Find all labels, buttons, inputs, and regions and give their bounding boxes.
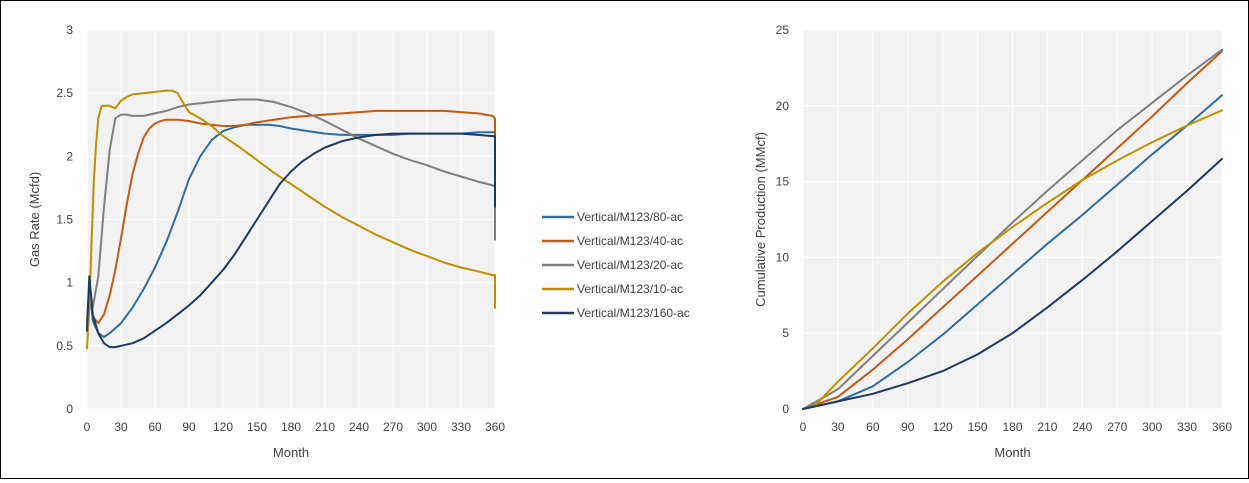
y-tick-label: 10 [776,250,790,264]
x-tick-label: 150 [247,420,267,434]
x-tick-label: 210 [315,420,335,434]
y-tick-label: 0.5 [56,339,73,353]
x-tick-label: 120 [933,420,953,434]
x-tick-label: 180 [281,420,301,434]
x-tick-label: 270 [1107,420,1127,434]
gas-rate-chart: 0 30 60 90 120 150 180 210 240 270 300 330 360 0 0.5 1 1… [27,23,505,460]
x-tick-label: 0 [800,420,807,434]
y-tick-label: 0 [66,402,73,416]
x-tick-label: 30 [831,420,845,434]
y-axis-title: Cumulative Production (MMcf) [753,132,768,307]
x-tick-label: 150 [968,420,988,434]
x-tick-label: 210 [1037,420,1057,434]
y-tick-label: 2 [66,149,73,163]
legend-label: Vertical/M123/20-ac [577,258,683,272]
x-tick-label: 270 [383,420,403,434]
y-tick-label: 20 [776,99,790,113]
x-tick-label: 180 [1002,420,1022,434]
x-tick-label: 360 [485,420,505,434]
x-tick-label: 60 [866,420,880,434]
cumulative-production-chart: 0 30 60 90 120 150 180 210 240 270 300 330 360 0 5 10 15… [753,23,1232,460]
legend-label: Vertical/M123/160-ac [577,306,690,320]
x-tick-label: 60 [148,420,162,434]
legend-label: Vertical/M123/80-ac [577,210,683,224]
x-axis-title: Month [273,445,309,460]
x-tick-label: 0 [84,420,91,434]
legend-label: Vertical/M123/10-ac [577,282,683,296]
x-tick-label: 30 [114,420,128,434]
y-tick-label: 1.5 [56,213,73,227]
x-tick-label: 330 [1177,420,1197,434]
x-tick-label: 300 [1142,420,1162,434]
series-line-vertical-m123-20-ac [86,98,496,322]
series-line-vertical-m123-80-ac [802,94,1223,410]
y-tick-label: 15 [776,175,790,189]
series-line-vertical-m123-40-ac [802,50,1223,410]
series-line-vertical-m123-20-ac [802,48,1223,410]
x-tick-label: 330 [451,420,471,434]
x-tick-label: 120 [213,420,233,434]
x-tick-label: 240 [1072,420,1092,434]
series-line-vertical-m123-10-ac [802,109,1223,410]
series-line-vertical-m123-160-ac [802,157,1223,410]
y-axis-title: Gas Rate (Mcfd) [27,172,42,267]
y-tick-label: 5 [782,326,789,340]
x-tick-label: 90 [901,420,915,434]
y-tick-label: 25 [776,23,790,37]
y-tick-label: 2.5 [56,86,73,100]
y-tick-label: 3 [66,23,73,37]
series-line-vertical-m123-160-ac [86,132,496,349]
legend-label: Vertical/M123/40-ac [577,234,683,248]
series-line-vertical-m123-10-ac [86,89,496,350]
y-tick-label: 1 [66,276,73,290]
legend: Vertical/M123/80-ac Vertical/M123/40-ac Ve… [542,210,690,320]
x-tick-label: 240 [349,420,369,434]
x-tick-label: 360 [1212,420,1232,434]
x-axis-title: Month [994,445,1030,460]
x-tick-label: 300 [417,420,437,434]
x-tick-label: 90 [182,420,196,434]
y-tick-label: 0 [782,402,789,416]
